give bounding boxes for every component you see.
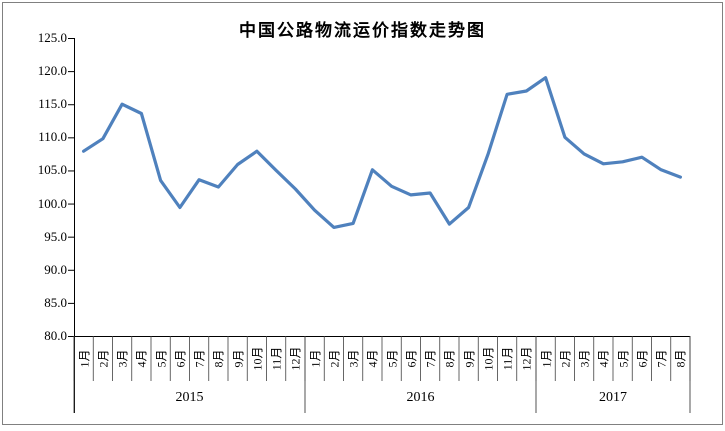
month-label-cell: 5月 (151, 338, 170, 379)
month-label: 12月 (519, 346, 534, 371)
month-label: 1月 (539, 349, 554, 368)
year-label: 2017 (599, 390, 627, 405)
month-label-cell: 10月 (478, 338, 497, 379)
month-label-cell: 6月 (170, 338, 189, 379)
month-label: 7月 (423, 349, 438, 368)
y-tick-label: 95.0 (44, 228, 67, 244)
month-label: 1月 (77, 349, 92, 368)
month-label-cell: 4月 (594, 338, 613, 379)
month-label: 5月 (385, 349, 400, 368)
chart-title: 中国公路物流运价指数走势图 (239, 21, 486, 40)
y-tick-label: 110.0 (38, 129, 67, 145)
y-tick-label: 120.0 (37, 63, 67, 79)
month-label: 6月 (404, 349, 419, 368)
month-label: 8月 (673, 349, 688, 368)
month-label-cell: 6月 (401, 338, 420, 379)
y-tick-label: 90.0 (44, 261, 67, 277)
month-label: 10月 (250, 346, 265, 371)
month-label: 7月 (654, 349, 669, 368)
year-label: 2015 (175, 390, 204, 405)
month-label-cell: 2月 (93, 338, 112, 379)
month-label-cell: 1月 (305, 338, 324, 379)
month-label-cell: 7月 (190, 338, 209, 379)
month-label: 11月 (500, 346, 515, 371)
month-label-cell: 3月 (344, 338, 363, 379)
month-label: 7月 (192, 349, 207, 368)
month-label-cell: 5月 (382, 338, 401, 379)
y-tick-label: 115.0 (38, 96, 67, 112)
month-label: 12月 (288, 346, 303, 371)
month-label: 3月 (346, 349, 361, 368)
year-label: 2016 (406, 390, 435, 405)
month-label-cell: 9月 (228, 338, 247, 379)
month-label-cell: 3月 (113, 338, 132, 379)
month-label-cell: 4月 (132, 338, 151, 379)
month-label: 8月 (211, 349, 226, 368)
month-label-cell: 2月 (555, 338, 574, 379)
month-label: 4月 (134, 349, 149, 368)
month-label: 11月 (269, 346, 284, 371)
month-label: 9月 (231, 349, 246, 368)
month-label-cell: 7月 (421, 338, 440, 379)
month-label: 2月 (558, 349, 573, 368)
month-label-cell: 4月 (363, 338, 382, 379)
freight-index-series-line (81, 76, 683, 229)
month-label: 6月 (635, 349, 650, 368)
y-tick-label: 80.0 (44, 328, 67, 343)
month-label-cell: 8月 (671, 338, 690, 379)
month-label: 2月 (96, 349, 111, 368)
month-label: 3月 (115, 349, 130, 368)
y-tick-label: 85.0 (44, 294, 67, 310)
month-label-cell: 9月 (459, 338, 478, 379)
month-label-cell: 3月 (575, 338, 594, 379)
month-label-cell: 10月 (247, 338, 266, 379)
month-label-cell: 11月 (267, 338, 286, 379)
month-label-cell: 8月 (440, 338, 459, 379)
y-tick-label: 100.0 (37, 195, 67, 211)
y-tick-label: 105.0 (37, 162, 67, 178)
month-label: 4月 (596, 349, 611, 368)
month-label-cell: 7月 (652, 338, 671, 379)
month-label-cell: 1月 (74, 338, 93, 379)
month-label: 6月 (173, 349, 188, 368)
month-label: 10月 (481, 346, 496, 371)
month-label-cell: 1月 (536, 338, 555, 379)
month-label: 5月 (616, 349, 631, 368)
month-label-cell: 2月 (324, 338, 343, 379)
month-label: 4月 (365, 349, 380, 368)
month-label-cell: 12月 (286, 338, 305, 379)
month-label: 9月 (462, 349, 477, 368)
month-label: 1月 (308, 349, 323, 368)
month-label: 3月 (577, 349, 592, 368)
month-label: 2月 (327, 349, 342, 368)
month-label: 5月 (154, 349, 169, 368)
month-label-cell: 5月 (613, 338, 632, 379)
month-label-cell: 12月 (517, 338, 536, 379)
month-label-cell: 6月 (632, 338, 651, 379)
month-label-cell: 8月 (209, 338, 228, 379)
month-label-cell: 11月 (498, 338, 517, 379)
month-label: 8月 (442, 349, 457, 368)
y-tick-label: 125.0 (37, 30, 67, 45)
